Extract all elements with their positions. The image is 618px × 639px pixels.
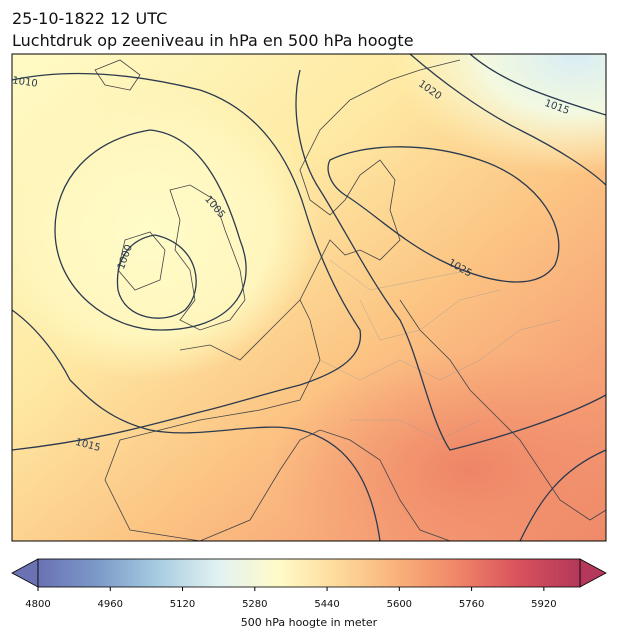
colorbar-tick-label: 5280 [242, 599, 267, 610]
colorbar [11, 558, 607, 588]
colorbar-label: 500 hPa hoogte in meter [241, 616, 378, 629]
colorbar-tick-label: 5760 [459, 599, 484, 610]
map-frame [11, 53, 607, 542]
colorbar-tick-label: 4800 [25, 599, 50, 610]
contour-label: 1010 [12, 75, 39, 89]
map: 1010 1020 1015 1005 1000 1025 1015 [12, 54, 606, 541]
subtitle: Luchtdruk op zeeniveau in hPa en 500 hPa… [12, 31, 414, 50]
colorbar-tick-label: 5920 [531, 599, 556, 610]
colorbar-tick-label: 5440 [314, 599, 339, 610]
colorbar-tick-label: 4960 [98, 599, 123, 610]
colorbar-tick-label: 5120 [170, 599, 195, 610]
colorbar-tick-label: 5600 [387, 599, 412, 610]
title: 25-10-1822 12 UTC [12, 9, 167, 28]
